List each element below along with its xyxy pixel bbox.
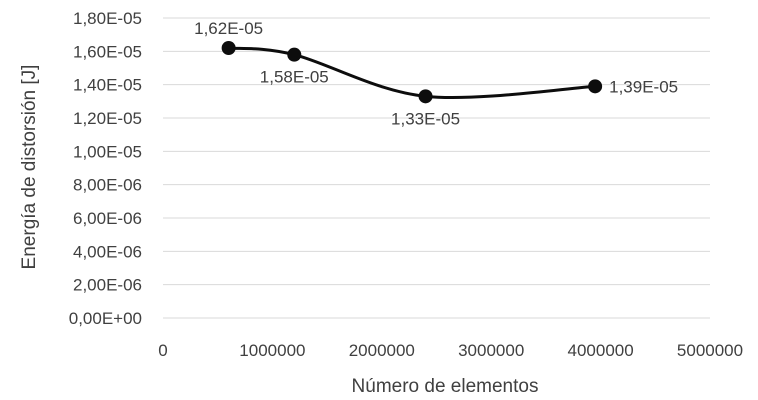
label-layer: 1,62E-05 1,58E-05 1,33E-05 1,39E-05 [194,19,678,128]
grid-layer [163,17,710,319]
x-tick-label: 5000000 [677,341,743,360]
y-tick-label: 1,60E-05 [73,42,142,61]
y-tick-label: 1,80E-05 [73,9,142,28]
data-point-marker [221,41,236,55]
data-label: 1,39E-05 [609,77,678,96]
data-point-marker [588,79,603,94]
y-tick-label: 2,00E-06 [73,276,142,295]
data-label: 1,58E-05 [260,68,329,87]
x-tick-label: 2000000 [349,341,415,360]
series-layer [221,41,603,104]
data-point-marker [418,89,433,104]
data-point-marker [287,47,302,62]
y-tick-label: 4,00E-06 [73,242,142,261]
x-axis-title: Número de elementos [352,376,539,397]
data-label: 1,33E-05 [391,109,460,128]
y-tick-label: 1,40E-05 [73,76,142,95]
y-tick-label: 1,00E-05 [73,142,142,161]
y-tick-label: 8,00E-06 [73,176,142,195]
y-tick-label: 6,00E-06 [73,209,142,228]
data-label: 1,62E-05 [194,19,263,38]
series-line [228,46,596,100]
x-tick-label: 1000000 [239,341,305,360]
y-tick-label: 0,00E+00 [69,309,142,328]
x-tick-label: 4000000 [568,341,634,360]
axis-layer: 0,00E+00 2,00E-06 4,00E-06 6,00E-06 8,00E-06… [69,9,743,360]
x-tick-label: 0 [158,341,167,360]
y-axis-title: Energía de distorsión [J] [19,65,40,270]
y-tick-label: 1,20E-05 [73,109,142,128]
x-tick-label: 3000000 [458,341,524,360]
